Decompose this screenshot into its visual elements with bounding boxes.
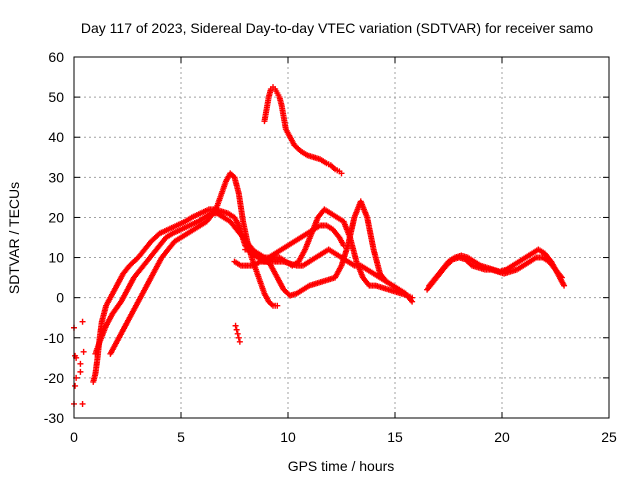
x-tick-label: 5 — [177, 429, 185, 445]
y-tick-label: 10 — [48, 250, 64, 266]
chart-title: Day 117 of 2023, Sidereal Day-to-day VTE… — [81, 20, 593, 36]
y-axis-label: SDTVAR / TECUs — [6, 182, 22, 294]
data-point — [274, 302, 281, 309]
data-point — [561, 282, 568, 289]
series-late-arc-a — [424, 254, 565, 293]
data-point — [80, 348, 87, 355]
x-tick-label: 0 — [70, 429, 78, 445]
series-isolated-points — [232, 322, 243, 345]
x-tick-label: 10 — [280, 429, 296, 445]
data-point — [233, 326, 240, 333]
y-tick-label: 30 — [48, 169, 64, 185]
x-tick-label: 20 — [494, 429, 510, 445]
data-point — [77, 368, 84, 375]
x-tick-label: 25 — [601, 429, 617, 445]
data-point — [232, 322, 239, 329]
data-point — [338, 170, 345, 177]
series-early-scatter — [71, 318, 87, 407]
y-tick-label: -30 — [44, 410, 64, 426]
data-point — [72, 382, 79, 389]
data-point — [235, 334, 242, 341]
data-point — [236, 338, 243, 345]
y-tick-label: -10 — [44, 330, 64, 346]
series-late-arc-b — [426, 246, 568, 289]
series-arc-b — [92, 210, 347, 357]
y-tick-label: 0 — [56, 290, 64, 306]
y-tick-label: 40 — [48, 129, 64, 145]
data-point — [79, 318, 86, 325]
series-arc-e — [242, 198, 390, 299]
y-tick-label: -20 — [44, 370, 64, 386]
series-storm-arc — [261, 84, 345, 177]
data-point — [77, 360, 84, 367]
data-point — [79, 400, 86, 407]
marks-layer — [71, 84, 568, 407]
x-tick-label: 15 — [387, 429, 403, 445]
plot-frame — [73, 56, 610, 419]
x-axis-label: GPS time / hours — [288, 458, 395, 474]
axis-layer: 0 5 10 15 20 25 -30 -20 -10 0 10 20 30 40 50 60 — [44, 49, 617, 445]
grid-layer — [74, 57, 609, 418]
data-point — [409, 294, 416, 301]
y-tick-label: 20 — [48, 209, 64, 225]
data-point — [234, 330, 241, 337]
data-point — [383, 278, 390, 285]
y-tick-label: 50 — [48, 89, 64, 105]
y-tick-label: 60 — [48, 49, 64, 65]
